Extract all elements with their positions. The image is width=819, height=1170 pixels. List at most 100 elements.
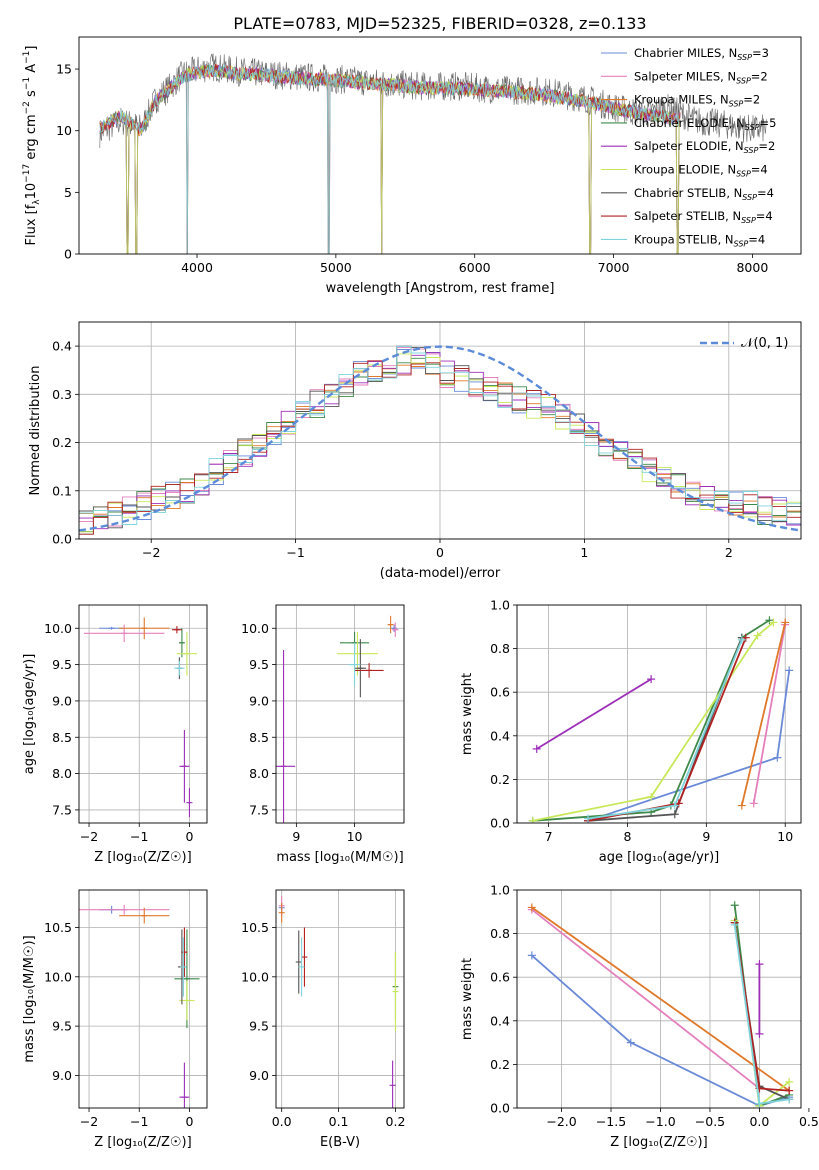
plot-area [99, 53, 767, 254]
panel-mass_vs_EBV: 0.0 0.1 0.2 9.0 9.5 10.0 10.5 E(B-V) [241, 889, 405, 1150]
weight-marker [527, 903, 536, 912]
weight-marker [730, 901, 739, 910]
y-tick-label: 9.0 [52, 693, 72, 708]
y-tick-label: 0.1 [52, 483, 72, 498]
x-axis-label: Z [log₁₀(Z/Z☉)] [610, 1135, 707, 1150]
y-tick-label: 0.2 [490, 772, 510, 787]
panel-residuals: −2 −1 0 1 2 0.0 0.1 0.2 0.3 0.4 (data-model)/error… [28, 321, 802, 581]
axes-frame [78, 321, 802, 540]
x-axis-label: Z [log₁₀(Z/Z☉)] [94, 850, 191, 865]
weight-line-4 [536, 678, 652, 750]
y-tick-label: 5 [64, 185, 72, 200]
weight-line-1 [531, 908, 760, 1090]
weight-line-6 [733, 922, 790, 1101]
gaussian-curve [79, 345, 801, 532]
y-tick-label: 9.5 [249, 1019, 269, 1034]
weight-marker [769, 618, 778, 627]
axes-frame [275, 889, 405, 1109]
legend-entry: Chabrier STELIB, NSSP=4 [634, 186, 774, 202]
y-axis-label: Flux [fλ10−17 erg cm−2 s−1 A−1] [22, 46, 42, 246]
y-tick-label: 10.0 [44, 969, 72, 984]
y-tick-label: 0.8 [490, 926, 510, 941]
plot-area [79, 322, 801, 539]
axes-frame [78, 604, 208, 824]
x-tick-label: −1 [130, 1114, 148, 1129]
weight-line-1 [752, 624, 787, 804]
y-tick-label: 9.0 [249, 693, 269, 708]
panel-weight_vs_age: 7 8 9 10 0.0 0.2 0.4 0.6 0.8 1.0 age [log₁₀(age/yr… [460, 598, 802, 865]
x-axis-label: mass [log₁₀(M/M☉)] [276, 850, 403, 865]
x-tick-label: 8 [623, 829, 631, 844]
y-tick-label: 9.5 [52, 1019, 72, 1034]
x-tick-label: 0 [185, 1114, 193, 1129]
legend: Chabrier MILES, NSSP=3 Salpeter MILES, NS… [601, 46, 776, 248]
x-tick-label: 1 [580, 545, 588, 560]
weight-marker [755, 1029, 764, 1038]
y-axis-label: mass [log₁₀(M/M☉)] [22, 935, 37, 1062]
x-tick-label: 0 [436, 545, 444, 560]
y-tick-label: 9.5 [249, 657, 269, 672]
x-tick-label: −2.0 [546, 1114, 576, 1129]
x-tick-label: 0.1 [329, 1114, 349, 1129]
plot-area [276, 605, 404, 823]
weight-line-6 [587, 637, 743, 822]
figure-title: PLATE=0783, MJD=52325, FIBERID=0328, z=0… [233, 14, 646, 33]
y-tick-label: 10.5 [44, 920, 72, 935]
weight-marker [785, 1077, 794, 1086]
legend-entry: Kroupa ELODIE, NSSP=4 [634, 163, 768, 179]
weight-marker [773, 753, 782, 762]
x-tick-label: 0 [185, 829, 193, 844]
legend-entry: Chabrier ELODIE, NSSP=5 [634, 116, 776, 132]
weight-line-7 [733, 922, 790, 1092]
panel-spectrum: 4000 5000 6000 7000 8000 0 5 10 15 wavelength [An… [22, 36, 802, 296]
legend-entry: Kroupa STELIB, NSSP=4 [634, 232, 765, 248]
x-tick-label: 10 [347, 829, 363, 844]
weight-marker [749, 799, 758, 808]
weight-marker [670, 810, 679, 819]
panel-weight_vs_Z: −2.0 −1.5 −1.0 −0.5 0.0 0.5 0.0 0.2 0.4 0.6 0.8 1.0… [460, 883, 819, 1151]
x-axis-label: wavelength [Angstrom, rest frame] [326, 281, 555, 296]
y-tick-label: 0.0 [490, 1101, 510, 1116]
x-tick-label: −1.5 [596, 1114, 626, 1129]
x-axis-label: (data-model)/error [380, 566, 501, 581]
legend-entry: Chabrier MILES, NSSP=3 [634, 46, 769, 62]
weight-marker [737, 801, 746, 810]
y-tick-label: 0.2 [490, 1057, 510, 1072]
x-tick-label: 5000 [320, 260, 352, 275]
y-axis-label: mass weight [460, 673, 475, 755]
y-tick-label: 10 [56, 123, 72, 138]
legend-entry: Salpeter STELIB, NSSP=4 [634, 209, 773, 225]
y-tick-label: 0.4 [490, 728, 510, 743]
weight-marker [781, 618, 790, 627]
y-tick-label: 15 [56, 62, 72, 77]
x-tick-label: 9 [702, 829, 710, 844]
y-tick-label: 8.5 [249, 730, 269, 745]
weight-marker [527, 951, 536, 960]
legend-entry: Salpeter MILES, NSSP=2 [634, 69, 768, 85]
plot-area [276, 890, 404, 1108]
weight-marker [528, 816, 537, 823]
y-tick-label: 7.5 [52, 802, 72, 817]
x-tick-label: 7 [545, 829, 553, 844]
axes-frame [516, 604, 802, 824]
x-tick-label: −2 [80, 1114, 98, 1129]
weight-line-5 [733, 920, 790, 1108]
y-axis-label: age [log₁₀(age/yr)] [22, 654, 37, 775]
y-tick-label: 0.0 [52, 532, 72, 547]
weight-marker [532, 744, 541, 753]
y-tick-label: 9.0 [249, 1068, 269, 1083]
y-tick-label: 0.6 [490, 970, 510, 985]
panel-mass_vs_Z: −2 −1 0 9.0 9.5 10.0 10.5 Z [log₁₀(Z/Z☉)] mass [… [22, 889, 208, 1150]
y-tick-label: 10.0 [241, 969, 269, 984]
y-tick-label: 0.0 [490, 816, 510, 831]
gaussian-legend-label: 𝒩(0, 1) [741, 336, 788, 351]
x-tick-label: 0.5 [799, 1114, 819, 1129]
weight-marker [730, 920, 739, 929]
y-tick-label: 0.4 [52, 339, 72, 354]
weight-line-7 [587, 637, 747, 822]
weight-marker [737, 635, 746, 644]
weight-marker [626, 1038, 635, 1047]
y-tick-label: 0.6 [490, 685, 510, 700]
